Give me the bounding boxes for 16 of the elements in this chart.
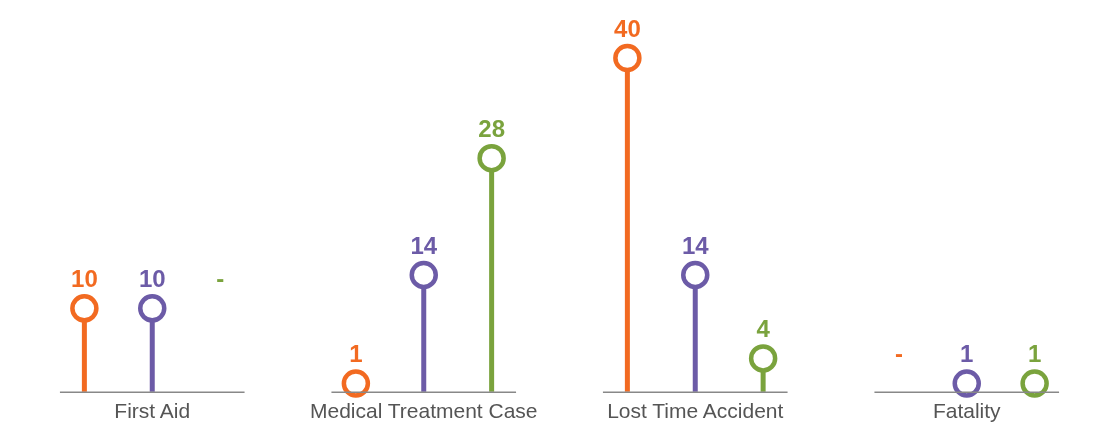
data-label: 14 — [681, 231, 710, 259]
data-label: 40 — [614, 14, 641, 42]
data-label: 14 — [410, 231, 438, 259]
text: - — [216, 264, 225, 292]
data-label: 4 — [756, 315, 771, 343]
data-label: 10 — [138, 264, 166, 292]
x-tick-label: Medical Treatment Case — [309, 399, 538, 423]
x-tick-label: Lost Time Accident — [607, 399, 784, 423]
text: - — [894, 340, 903, 368]
data-label: 1 — [349, 340, 363, 368]
data-label: 1 — [1027, 340, 1042, 368]
x-tick-label: Fatality — [932, 399, 1002, 423]
data-label: 1 — [960, 340, 974, 368]
data-label: 10 — [71, 264, 98, 292]
x-tick-label: First Aid — [114, 399, 191, 423]
data-label: 28 — [478, 114, 505, 142]
